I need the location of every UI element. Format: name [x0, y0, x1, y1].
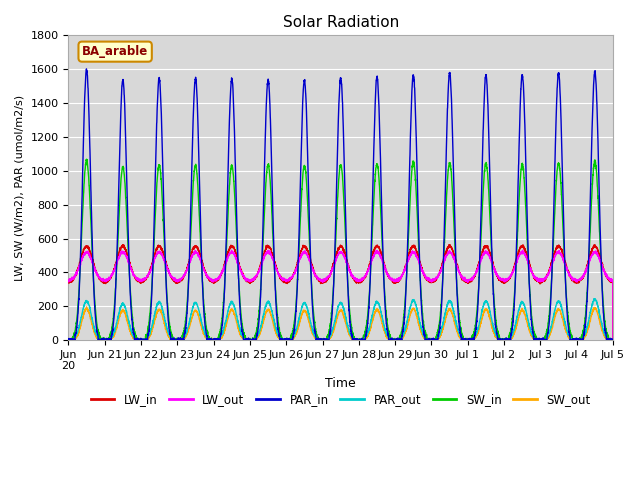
Text: BA_arable: BA_arable [82, 45, 148, 58]
Y-axis label: LW, SW (W/m2), PAR (umol/m2/s): LW, SW (W/m2), PAR (umol/m2/s) [15, 95, 25, 281]
X-axis label: Time: Time [325, 377, 356, 390]
Legend: LW_in, LW_out, PAR_in, PAR_out, SW_in, SW_out: LW_in, LW_out, PAR_in, PAR_out, SW_in, S… [86, 388, 595, 410]
Title: Solar Radiation: Solar Radiation [283, 15, 399, 30]
